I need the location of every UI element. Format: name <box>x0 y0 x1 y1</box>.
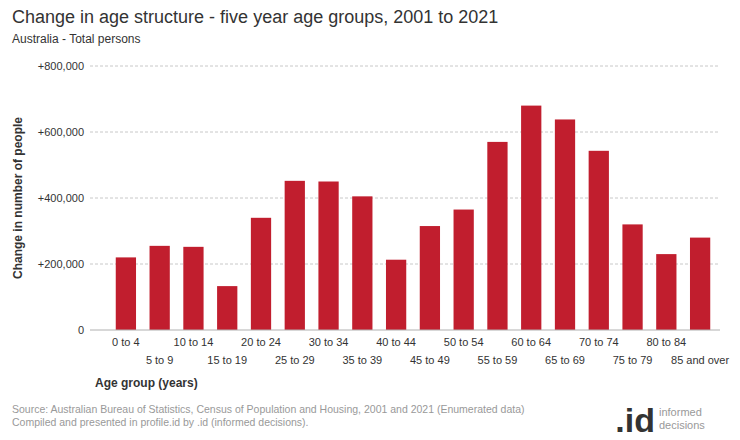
y-tick-label: +400,000 <box>38 192 84 204</box>
bar <box>487 142 507 330</box>
y-tick-label: +600,000 <box>38 126 84 138</box>
logo-text: decisions <box>659 419 705 431</box>
bar <box>420 226 440 330</box>
logo-mark: .id <box>615 401 655 439</box>
x-tick-label: 70 to 74 <box>579 336 619 348</box>
bar <box>555 119 575 330</box>
chart: Change in age structure - five year age … <box>0 0 740 440</box>
bar <box>521 106 541 330</box>
bar <box>318 182 338 331</box>
y-tick-label: +200,000 <box>38 258 84 270</box>
logo-text: informed <box>659 406 702 418</box>
x-tick-label: 10 to 14 <box>174 336 214 348</box>
bar <box>386 260 406 330</box>
bar <box>251 218 271 330</box>
grid-line <box>90 66 720 67</box>
x-tick-label: 85 and over <box>671 354 729 366</box>
x-tick-label: 65 to 69 <box>545 354 585 366</box>
bar <box>622 224 642 330</box>
bar <box>183 247 203 330</box>
x-tick-label: 60 to 64 <box>511 336 551 348</box>
subtitle: Australia - Total persons <box>12 32 141 46</box>
x-tick-label: 25 to 29 <box>275 354 315 366</box>
x-tick-label: 40 to 44 <box>376 336 416 348</box>
x-tick-label: 0 to 4 <box>112 336 140 348</box>
x-tick-label: 35 to 39 <box>342 354 382 366</box>
bar <box>150 246 170 330</box>
x-tick-label: 50 to 54 <box>444 336 484 348</box>
y-tick-label: +800,000 <box>38 60 84 72</box>
x-tick-label: 30 to 34 <box>309 336 349 348</box>
x-axis-title: Age group (years) <box>95 376 198 390</box>
x-tick-label: 45 to 49 <box>410 354 450 366</box>
bar <box>690 238 710 330</box>
x-tick-label: 5 to 9 <box>146 354 174 366</box>
bar <box>454 210 474 330</box>
x-tick-label: 15 to 19 <box>207 354 247 366</box>
x-axis-line <box>90 330 720 331</box>
source-note: Compiled and presented in profile.id by … <box>12 416 309 428</box>
bar <box>656 254 676 330</box>
bar <box>285 181 305 330</box>
x-tick-label: 20 to 24 <box>241 336 281 348</box>
title: Change in age structure - five year age … <box>12 7 498 27</box>
x-tick-label: 55 to 59 <box>478 354 518 366</box>
grid-line <box>90 132 720 133</box>
grid-line <box>90 198 720 199</box>
source-note: Source: Australian Bureau of Statistics,… <box>12 403 525 415</box>
x-tick-label: 80 to 84 <box>646 336 686 348</box>
bar <box>352 196 372 330</box>
x-tick-label: 75 to 79 <box>613 354 653 366</box>
y-axis-title: Change in number of people <box>11 117 25 279</box>
bar <box>116 257 136 330</box>
y-tick-label: 0 <box>78 324 84 336</box>
bar <box>589 151 609 330</box>
bar <box>217 286 237 330</box>
